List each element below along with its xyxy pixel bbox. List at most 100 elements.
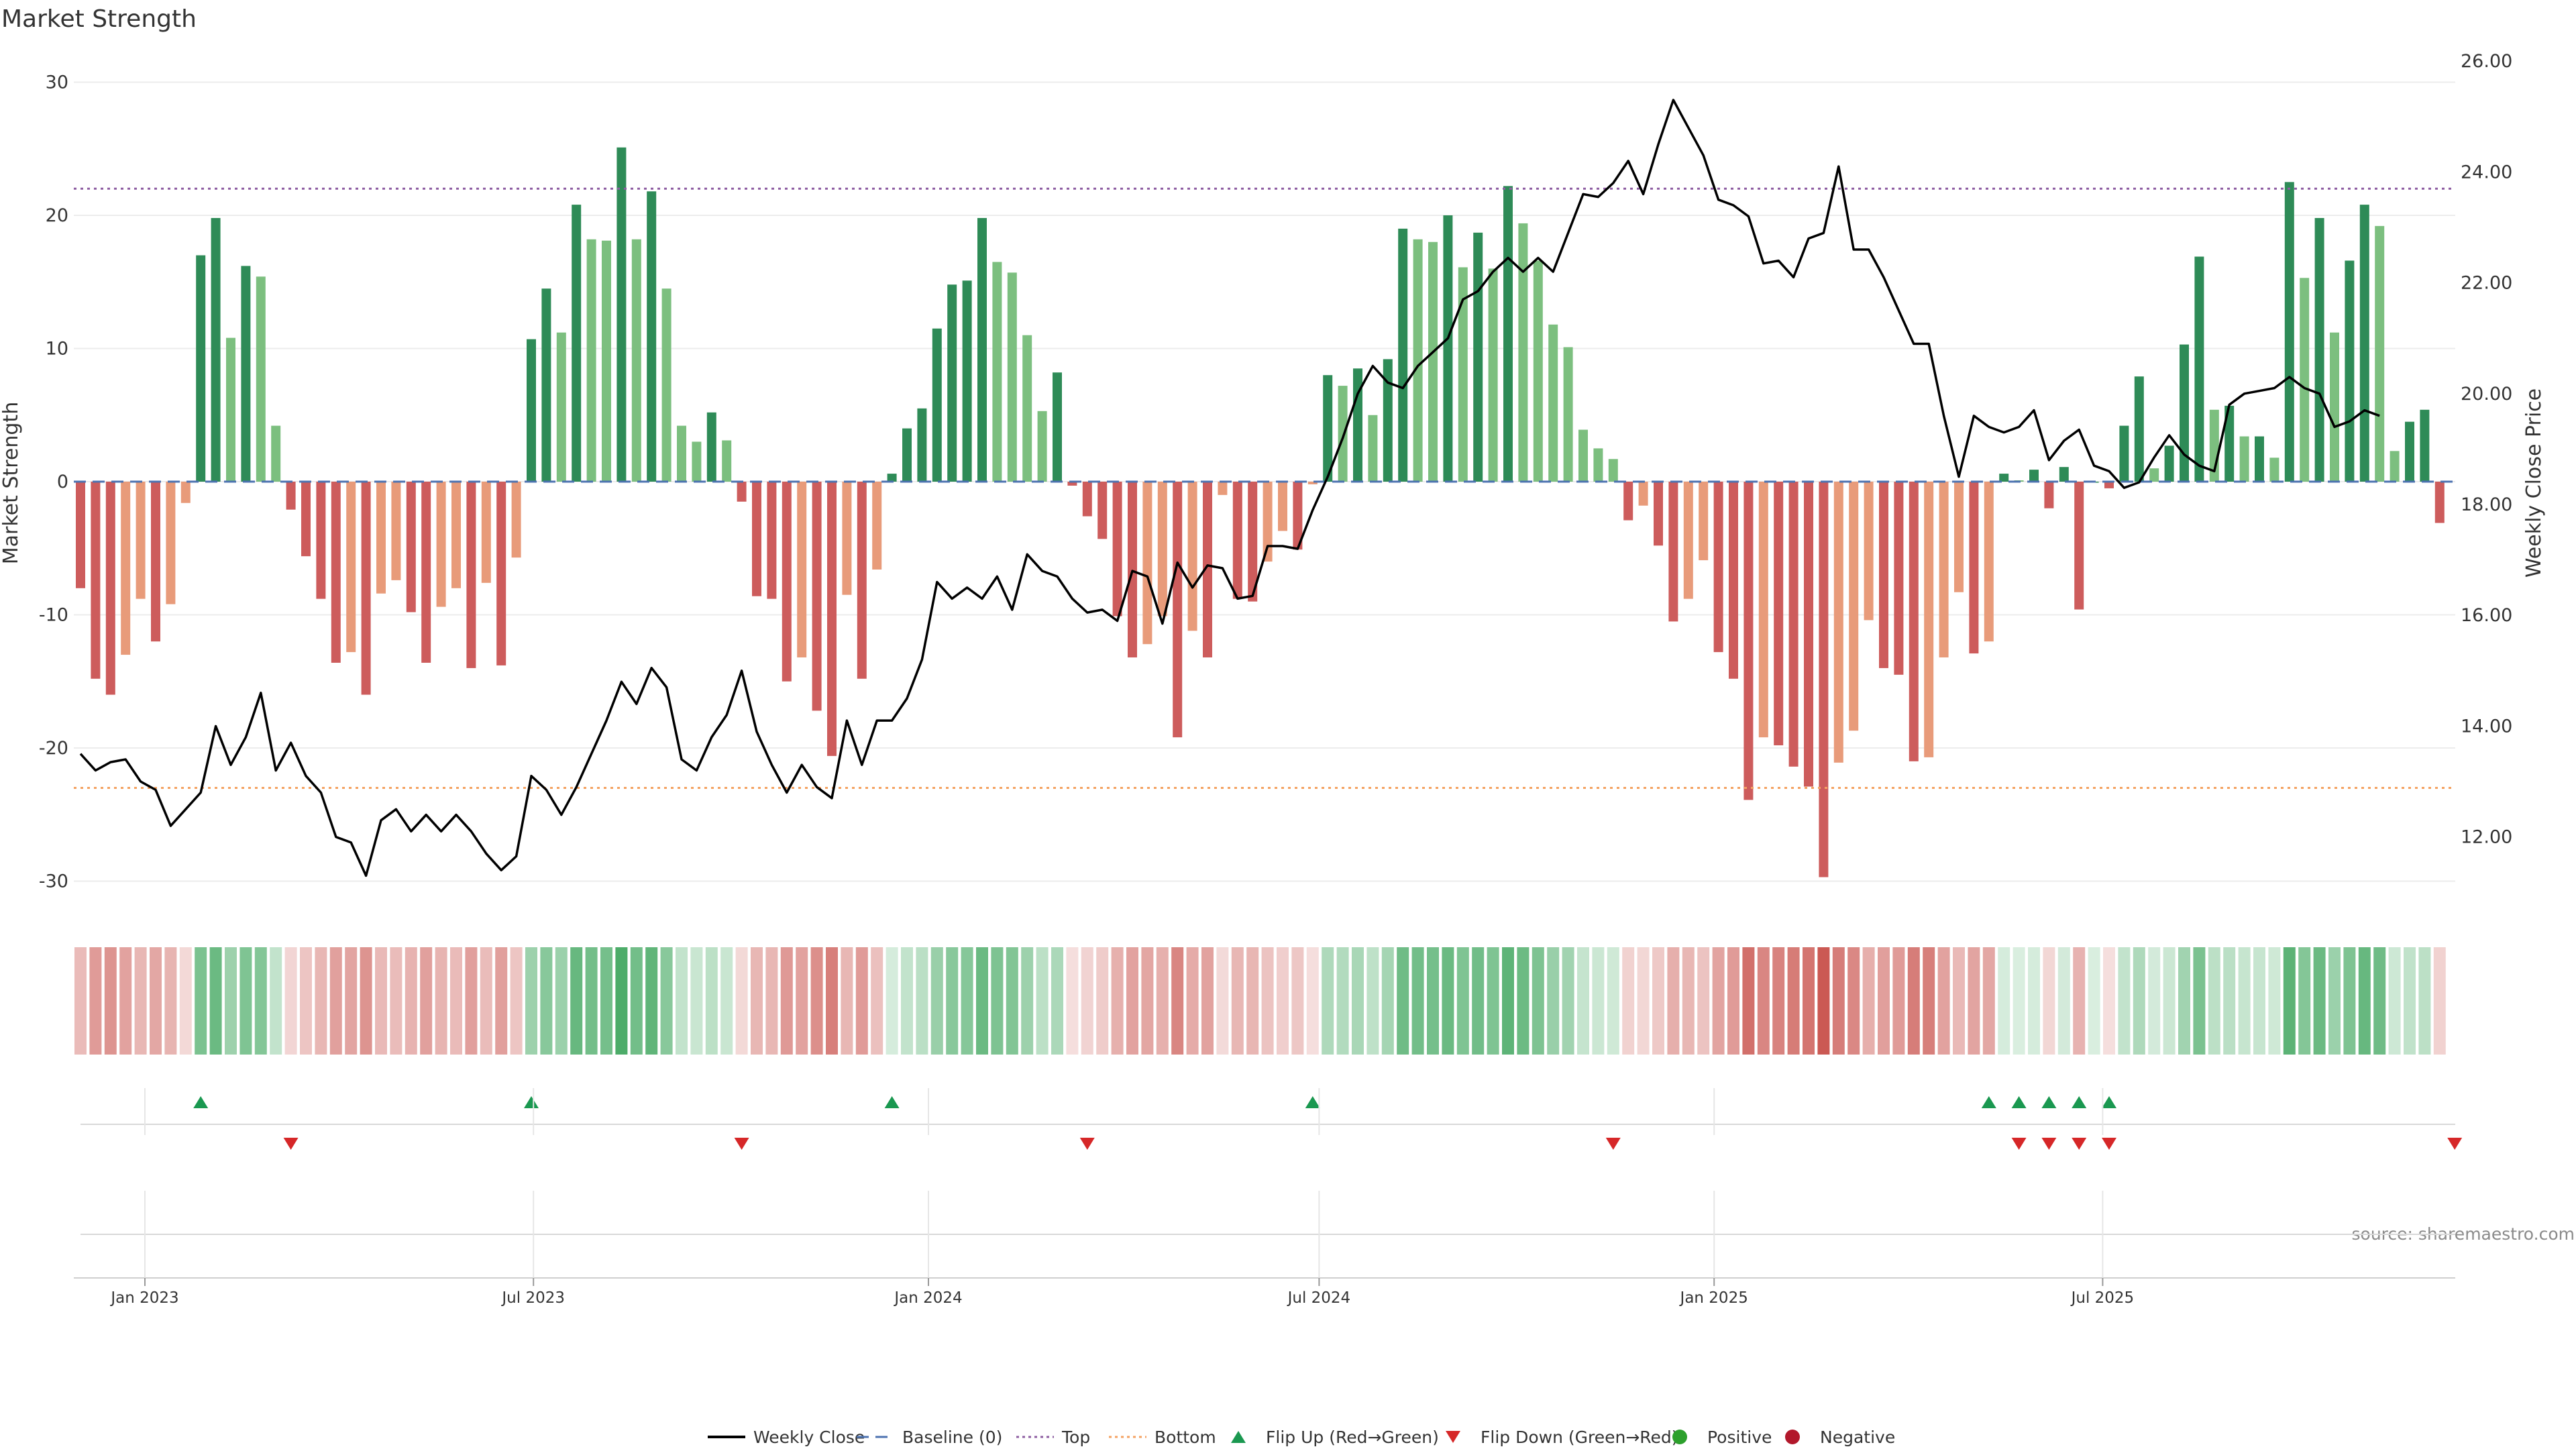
right-tick-label: 12.00	[2461, 827, 2512, 848]
right-tick-label: 24.00	[2461, 162, 2512, 182]
strip-cell	[2118, 947, 2131, 1055]
date-tick-label: Jul 2024	[1287, 1289, 1351, 1307]
date-tick-label: Jul 2025	[2070, 1289, 2135, 1307]
strip-cell	[1186, 947, 1199, 1055]
flip-up-marker	[2041, 1096, 2057, 1108]
strip-cell	[826, 947, 838, 1055]
strip-cell	[1277, 947, 1289, 1055]
strip-cell	[1021, 947, 1034, 1055]
strength-bar	[1112, 482, 1122, 616]
strip-cell	[1066, 947, 1079, 1055]
strength-bar	[1248, 482, 1258, 602]
strip-cell	[150, 947, 162, 1055]
strip-cell	[2328, 947, 2341, 1055]
legend-label: Flip Up (Red→Green)	[1266, 1428, 1439, 1447]
strip-cell	[2178, 947, 2190, 1055]
left-tick-label: 30	[46, 72, 68, 93]
strength-bar	[151, 482, 160, 642]
strength-bar	[166, 482, 176, 604]
strength-bar	[962, 280, 972, 482]
strip-cell	[1832, 947, 1845, 1055]
strip-cell	[1547, 947, 1560, 1055]
strip-cell	[930, 947, 943, 1055]
strip-cell	[435, 947, 447, 1055]
strength-bar	[2375, 225, 2385, 482]
strip-cell	[1667, 947, 1680, 1055]
strength-bar	[917, 408, 927, 482]
strip-cell	[1487, 947, 1499, 1055]
strip-cell	[1231, 947, 1244, 1055]
strip-cell	[405, 947, 417, 1055]
strength-bar	[827, 482, 837, 756]
strength-bar	[1758, 482, 1768, 738]
strip-cell	[1352, 947, 1364, 1055]
strip-cell	[540, 947, 553, 1055]
strength-bar	[1007, 272, 1017, 482]
strength-bar	[661, 288, 672, 482]
strip-cell	[1006, 947, 1018, 1055]
strip-cell	[2373, 947, 2386, 1055]
strength-bar	[211, 217, 221, 482]
flip-up-marker	[524, 1096, 539, 1108]
strip-cell	[1998, 947, 2010, 1055]
date-tick-label: Jul 2023	[500, 1289, 565, 1307]
strength-bar	[737, 482, 747, 502]
strip-cell	[1697, 947, 1710, 1055]
date-axis: Jan 2023 Jul 2023 Jan 2024 Jul 2024 Jan 2025…	[74, 1088, 2455, 1307]
strength-bar	[1488, 268, 1498, 482]
strip-cell	[495, 947, 508, 1055]
strength-bar	[1654, 482, 1663, 546]
strip-cell	[660, 947, 673, 1055]
strip-cell	[1502, 947, 1514, 1055]
legend-label: Bottom	[1155, 1428, 1216, 1447]
strength-bar	[1548, 324, 1558, 482]
left-tick-label: -20	[39, 738, 68, 759]
strip-cell	[901, 947, 913, 1055]
strip-cell	[796, 947, 808, 1055]
strength-bar	[1819, 482, 1829, 877]
strength-bar	[1323, 375, 1333, 482]
strength-bar	[136, 482, 146, 599]
left-tick-label: 20	[46, 205, 68, 226]
strip-cell	[1517, 947, 1529, 1055]
strength-bar	[1894, 482, 1904, 675]
legend-label: Top	[1061, 1428, 1090, 1447]
strip-cell	[420, 947, 433, 1055]
strength-bar	[1623, 482, 1633, 521]
legend-item: Flip Up (Red→Green)	[1231, 1428, 1439, 1447]
chart-title: Market Strength	[1, 5, 197, 33]
strength-bar	[1864, 482, 1874, 621]
strength-bar	[767, 482, 777, 599]
strength-bar	[2420, 409, 2430, 482]
strength-bar	[647, 191, 657, 482]
legend-item: Flip Down (Green→Red)	[1446, 1428, 1678, 1447]
strip-cell	[1787, 947, 1800, 1055]
strength-bar	[271, 425, 281, 482]
legend-swatch	[1785, 1430, 1800, 1444]
strength-bar	[451, 482, 461, 588]
strip-cell	[1201, 947, 1214, 1055]
strength-bar	[2119, 425, 2129, 482]
strip-cell	[315, 947, 327, 1055]
strip-cell	[2208, 947, 2220, 1055]
strip-cell	[1757, 947, 1770, 1055]
strip-cell	[1336, 947, 1349, 1055]
strength-bar	[992, 262, 1002, 482]
reference-lines	[74, 187, 2455, 790]
strength-bar	[2149, 468, 2159, 482]
strength-bar	[2345, 260, 2355, 482]
strength-bar	[1849, 482, 1859, 731]
left-tick-label: 10	[46, 339, 68, 360]
strip-cell	[270, 947, 282, 1055]
strength-bars	[76, 147, 2445, 877]
strength-bar	[932, 328, 942, 482]
strength-bar	[1443, 215, 1453, 482]
strength-bar	[1293, 482, 1303, 550]
right-tick-label: 20.00	[2461, 384, 2512, 405]
strip-cell	[1246, 947, 1259, 1055]
strip-cell	[1442, 947, 1454, 1055]
strength-bar	[1368, 415, 1378, 482]
strength-bar	[241, 266, 251, 482]
strip-cell	[2057, 947, 2070, 1055]
strength-bar	[572, 205, 582, 482]
